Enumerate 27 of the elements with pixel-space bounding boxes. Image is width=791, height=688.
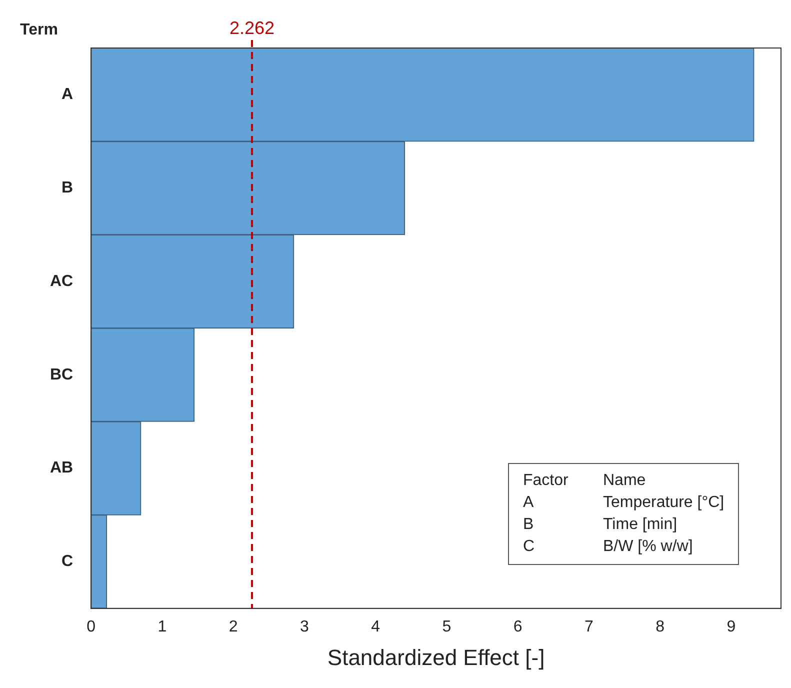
x-tick-label: 7 <box>584 618 594 636</box>
x-tick-label: 3 <box>300 618 310 636</box>
x-axis-title: Standardized Effect [-] <box>327 644 545 670</box>
y-tick-label: BC <box>50 366 74 384</box>
y-axis-title: Term <box>20 21 58 38</box>
x-tick-label: 2 <box>228 618 238 636</box>
y-tick-label: A <box>62 86 74 104</box>
annotation: Temperature [°C] <box>603 494 724 512</box>
annotation: Time [min] <box>603 516 678 534</box>
annotation: C <box>523 538 536 556</box>
ref-line-label: 2.262 <box>229 18 275 38</box>
annotation: B/W [% w/w] <box>603 538 694 556</box>
x-tick-label: 4 <box>371 618 380 636</box>
annotation: B <box>523 516 535 534</box>
annotation: A <box>523 494 535 512</box>
x-tick-label: 0 <box>86 618 96 636</box>
x-tick-label: 5 <box>442 618 452 636</box>
y-tick-label: B <box>62 180 74 197</box>
x-tick-label: 9 <box>726 618 736 636</box>
x-tick-label: 6 <box>513 618 522 636</box>
y-tick-label: AB <box>50 460 74 477</box>
annotation: Name <box>603 472 647 490</box>
x-tick-label: 8 <box>656 618 665 636</box>
y-tick-label: C <box>62 553 74 570</box>
annotation: Factor <box>523 472 570 490</box>
y-tick-label: AC <box>50 272 74 290</box>
x-tick-label: 1 <box>158 618 167 636</box>
